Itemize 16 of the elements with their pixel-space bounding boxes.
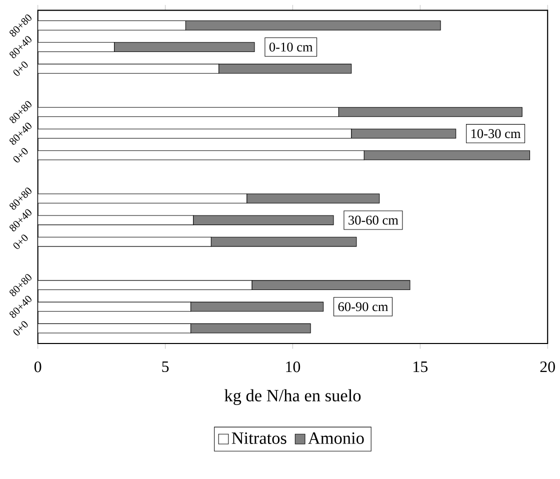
legend-label: Nitratos — [232, 432, 286, 444]
x-tick-label: 5 — [162, 362, 169, 372]
legend-label: Amonio — [308, 432, 364, 444]
x-axis-title: kg de N/ha en suelo — [224, 389, 361, 406]
annotation: 0-10 cm — [269, 42, 313, 52]
annotation: 60-90 cm — [338, 302, 388, 312]
y-tick-label: 0+0 — [13, 234, 28, 249]
y-tick-label: 0+0 — [13, 321, 28, 336]
x-tick-label: 15 — [414, 362, 428, 372]
y-tick-label: 0+0 — [13, 148, 28, 162]
annotation: 10-30 cm — [471, 129, 521, 138]
x-tick-label: 0 — [34, 362, 42, 372]
x-tick-label: 20 — [540, 362, 555, 372]
x-tick-label: 10 — [286, 362, 300, 372]
annotation: 30-60 cm — [348, 216, 398, 225]
y-tick-label: 0+0 — [13, 62, 28, 76]
